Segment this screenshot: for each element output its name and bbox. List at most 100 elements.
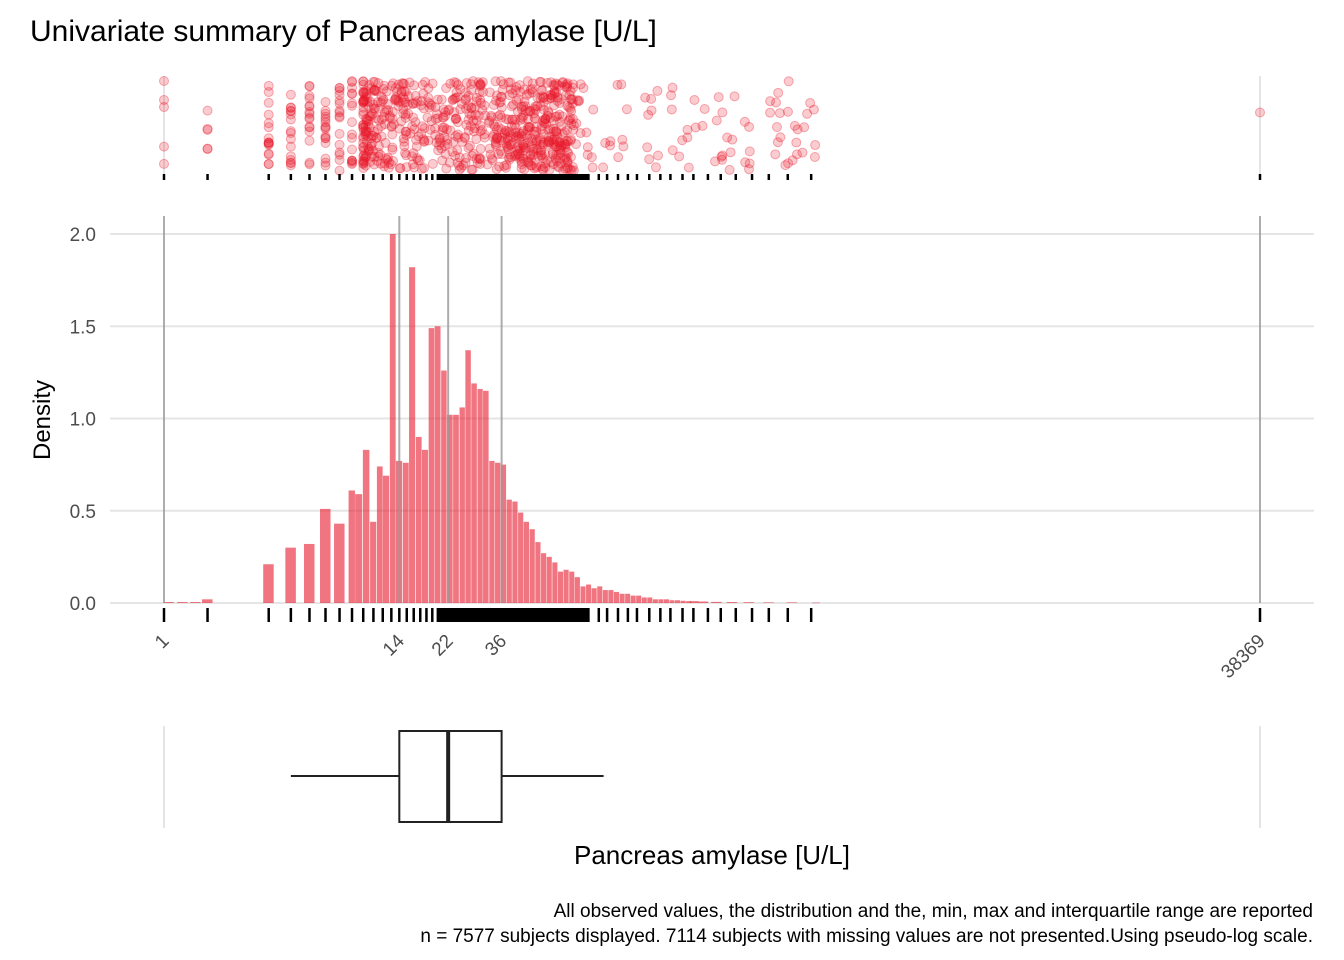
jitter-point <box>510 85 521 96</box>
jitter-point <box>399 141 410 152</box>
jitter-point <box>554 97 565 108</box>
jitter-point <box>564 89 575 100</box>
jitter-point <box>285 109 296 120</box>
jitter-point <box>573 96 584 107</box>
jitter-point <box>566 106 577 117</box>
jitter-point <box>535 100 546 111</box>
jitter-point <box>535 147 546 158</box>
jitter-point <box>432 94 443 105</box>
jitter-point <box>334 83 345 94</box>
jitter-point <box>536 145 547 156</box>
jitter-point <box>398 108 409 119</box>
jitter-point <box>320 133 331 144</box>
histogram-bar <box>190 602 201 603</box>
jitter-point <box>519 142 530 153</box>
jitter-point <box>505 77 516 88</box>
jitter-point <box>411 141 422 152</box>
jitter-point <box>640 92 651 103</box>
jitter-point <box>503 152 514 163</box>
jitter-point <box>531 122 542 133</box>
jitter-point <box>501 126 512 137</box>
jitter-point <box>501 114 512 125</box>
jitter-point <box>430 102 441 113</box>
jitter-point <box>379 158 390 169</box>
jitter-point <box>449 107 460 118</box>
jitter-point <box>551 141 562 152</box>
jitter-point <box>554 80 565 91</box>
jitter-point <box>532 100 543 111</box>
jitter-point <box>805 98 816 109</box>
jitter-point <box>531 162 542 173</box>
jitter-point <box>390 83 401 94</box>
jitter-point <box>320 122 331 133</box>
jitter-point <box>488 99 499 110</box>
jitter-point <box>506 152 517 163</box>
histogram-bar <box>680 600 686 603</box>
jitter-point <box>425 124 436 135</box>
jitter-point <box>548 126 559 137</box>
y-tick-label: 1.0 <box>70 410 96 431</box>
jitter-point <box>711 115 722 126</box>
jitter-point <box>334 85 345 96</box>
jitter-point <box>486 110 497 121</box>
jitter-point <box>347 144 358 155</box>
jitter-point <box>551 87 562 98</box>
jitter-point <box>202 123 213 134</box>
jitter-point <box>320 108 331 119</box>
jitter-point <box>488 119 499 130</box>
jitter-point <box>787 155 798 166</box>
jitter-point <box>554 137 565 148</box>
jitter-point <box>533 151 544 162</box>
jitter-point <box>424 102 435 113</box>
jitter-point <box>510 127 521 138</box>
jitter-point <box>561 82 572 93</box>
jitter-point <box>358 141 369 152</box>
jitter-point <box>407 99 418 110</box>
jitter-point <box>529 103 540 114</box>
jitter-point <box>416 100 427 111</box>
jitter-point <box>439 122 450 133</box>
jitter-point <box>416 128 427 139</box>
jitter-point <box>570 139 581 150</box>
jitter-point <box>526 140 537 151</box>
jitter-point <box>388 119 399 130</box>
jitter-point <box>358 133 369 144</box>
jitter-point <box>369 76 380 87</box>
jitter-point <box>202 124 213 135</box>
jitter-point <box>371 133 382 144</box>
jitter-point <box>387 129 398 140</box>
jitter-point <box>366 83 377 94</box>
jitter-point <box>560 142 571 153</box>
jitter-point <box>530 113 541 124</box>
jitter-point <box>567 114 578 125</box>
jitter-point <box>682 124 693 135</box>
jitter-point <box>468 148 479 159</box>
jitter-point <box>285 141 296 152</box>
jitter-point <box>453 132 464 143</box>
jitter-point <box>358 86 369 97</box>
jitter-point <box>456 98 467 109</box>
jitter-point <box>366 151 377 162</box>
jitter-point <box>358 76 369 87</box>
jitter-point <box>582 142 593 153</box>
histogram-bar <box>495 462 501 603</box>
jitter-point <box>562 78 573 89</box>
jitter-point <box>400 147 411 158</box>
jitter-point <box>543 136 554 147</box>
jitter-point <box>426 116 437 127</box>
jitter-point <box>520 130 531 141</box>
histogram-bar <box>334 523 345 603</box>
jitter-point <box>304 157 315 168</box>
jitter-point <box>304 108 315 119</box>
jitter-point <box>536 85 547 96</box>
jitter-point <box>652 85 663 96</box>
histogram-bar <box>447 414 453 603</box>
jitter-point <box>650 162 661 173</box>
jitter-point <box>562 156 573 167</box>
jitter-point <box>535 135 546 146</box>
jitter-point <box>548 79 559 90</box>
jitter-point <box>388 156 399 167</box>
jitter-point <box>562 125 573 136</box>
jitter-point <box>359 153 370 164</box>
jitter-point <box>395 163 406 174</box>
